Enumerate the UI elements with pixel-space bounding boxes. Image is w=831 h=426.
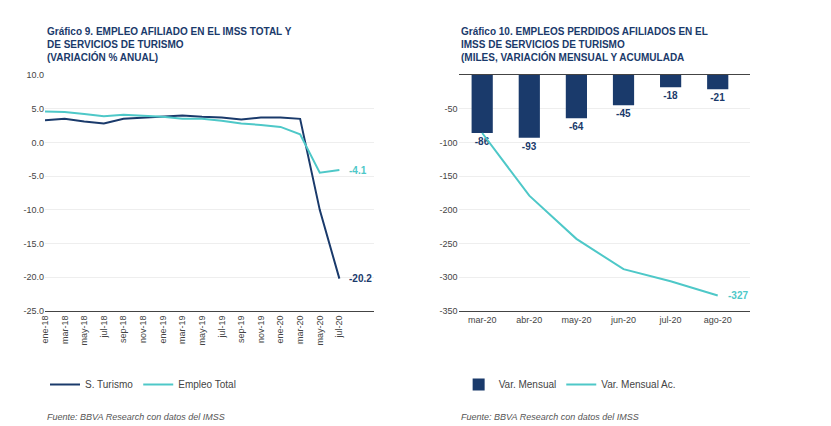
svg-text:ago-20: ago-20 — [704, 315, 732, 325]
svg-text:-10.0: -10.0 — [23, 205, 44, 215]
svg-text:nov-19: nov-19 — [256, 316, 266, 344]
svg-text:Gráfico 10. EMPLEOS PERDIDOS A: Gráfico 10. EMPLEOS PERDIDOS AFILIADOS E… — [461, 26, 708, 63]
svg-text:-18: -18 — [663, 90, 678, 101]
svg-text:S. Turismo: S. Turismo — [85, 379, 133, 390]
svg-text:mar-18: mar-18 — [60, 316, 70, 345]
svg-text:Fuente: BBVA Research con dato: Fuente: BBVA Research con datos del IMSS — [47, 412, 225, 422]
svg-text:jul-19: jul-19 — [217, 316, 227, 339]
svg-text:-4.1: -4.1 — [349, 165, 367, 176]
svg-text:Fuente: BBVA Research con dato: Fuente: BBVA Research con datos del IMSS — [461, 412, 639, 422]
svg-text:may-20: may-20 — [561, 315, 591, 325]
svg-text:-300: -300 — [440, 272, 458, 282]
svg-text:jul-20: jul-20 — [659, 315, 682, 325]
svg-text:ene-18: ene-18 — [40, 316, 50, 344]
svg-text:sep-19: sep-19 — [236, 316, 246, 344]
svg-text:ene-20: ene-20 — [275, 316, 285, 344]
svg-text:may-20: may-20 — [315, 316, 325, 346]
svg-text:Gráfico 9. EMPLEO AFILIADO EN: Gráfico 9. EMPLEO AFILIADO EN EL IMSS TO… — [47, 26, 292, 63]
svg-text:-250: -250 — [440, 239, 458, 249]
svg-text:abr-20: abr-20 — [516, 315, 542, 325]
svg-text:-150: -150 — [440, 171, 458, 181]
svg-text:mar-20: mar-20 — [295, 316, 305, 345]
svg-text:-15.0: -15.0 — [23, 239, 44, 249]
svg-text:-200: -200 — [440, 205, 458, 215]
svg-text:may-18: may-18 — [79, 316, 89, 346]
svg-text:jul-20: jul-20 — [334, 316, 344, 339]
svg-text:-5.0: -5.0 — [28, 171, 44, 181]
svg-text:0.0: 0.0 — [31, 138, 44, 148]
svg-text:-93: -93 — [522, 141, 537, 152]
svg-text:5.0: 5.0 — [31, 104, 44, 114]
svg-text:sep-18: sep-18 — [118, 316, 128, 344]
svg-text:Var. Mensual Ac.: Var. Mensual Ac. — [601, 379, 675, 390]
svg-text:-350: -350 — [440, 306, 458, 316]
svg-text:-327: -327 — [728, 290, 748, 301]
svg-text:may-19: may-19 — [197, 316, 207, 346]
svg-text:-50: -50 — [445, 104, 458, 114]
svg-text:mar-20: mar-20 — [468, 315, 497, 325]
svg-text:-64: -64 — [569, 121, 584, 132]
svg-text:ene-19: ene-19 — [158, 316, 168, 344]
svg-text:-21: -21 — [710, 92, 725, 103]
svg-text:-100: -100 — [440, 138, 458, 148]
svg-text:-25.0: -25.0 — [23, 306, 44, 316]
svg-text:-86: -86 — [475, 136, 490, 147]
svg-text:-20.0: -20.0 — [23, 272, 44, 282]
svg-text:jun-20: jun-20 — [610, 315, 636, 325]
svg-text:Var. Mensual: Var. Mensual — [499, 379, 557, 390]
svg-text:jul-18: jul-18 — [99, 316, 109, 339]
svg-text:mar-19: mar-19 — [177, 316, 187, 345]
svg-text:-45: -45 — [616, 108, 631, 119]
svg-text:Empleo Total: Empleo Total — [178, 379, 236, 390]
svg-text:-20.2: -20.2 — [349, 273, 372, 284]
svg-text:nov-18: nov-18 — [138, 316, 148, 344]
svg-text:10.0: 10.0 — [26, 70, 44, 80]
